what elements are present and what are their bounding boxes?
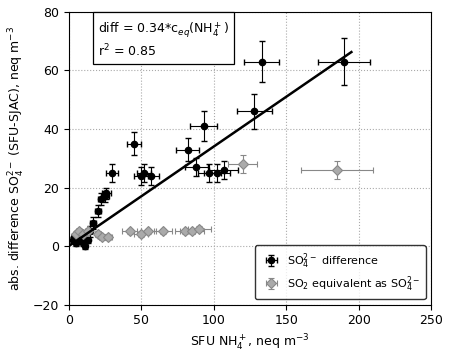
- Text: diff = 0.34*c$_{eq}$(NH$_4^+$)
r$^2$ = 0.85: diff = 0.34*c$_{eq}$(NH$_4^+$) r$^2$ = 0…: [98, 21, 229, 59]
- Legend: SO$_4^{2-}$ difference, SO$_2$ equivalent as SO$_4^{2-}$: SO$_4^{2-}$ difference, SO$_2$ equivalen…: [255, 246, 426, 299]
- Y-axis label: abs. difference SO$_4^{2-}$ (SFU-SJAC), neq m$^{-3}$: abs. difference SO$_4^{2-}$ (SFU-SJAC), …: [7, 26, 27, 291]
- X-axis label: SFU NH$_4^+$, neq m$^{-3}$: SFU NH$_4^+$, neq m$^{-3}$: [190, 333, 310, 353]
